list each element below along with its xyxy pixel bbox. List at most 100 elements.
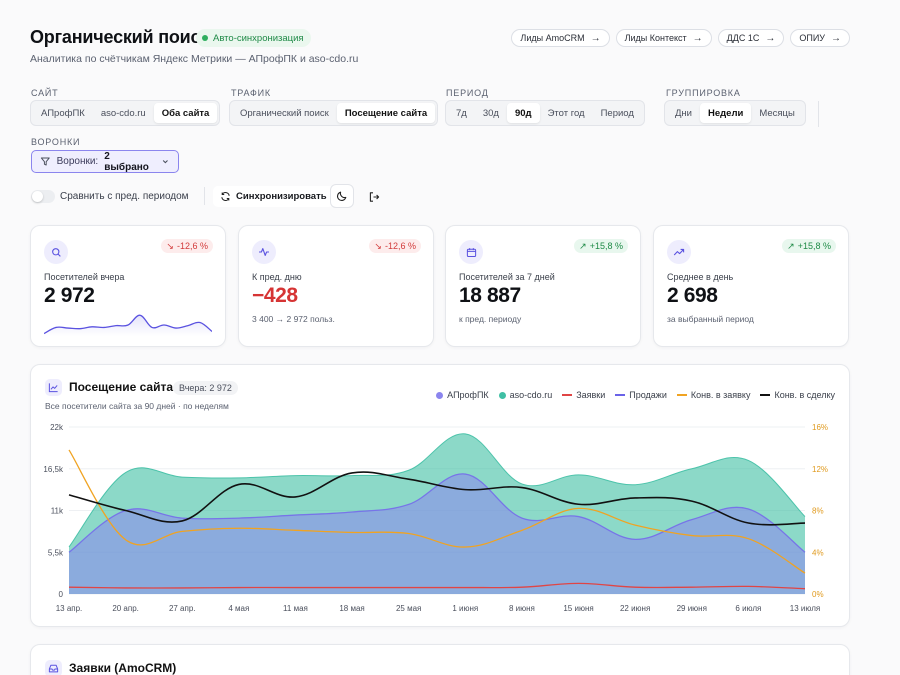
delta-badge: ↗ +15,8 % (574, 239, 628, 253)
period-option-90d[interactable]: 90д (506, 103, 540, 123)
refresh-icon (221, 192, 230, 201)
link-opiu[interactable]: ОПИУ → (790, 29, 850, 47)
sparkline-line (44, 314, 212, 335)
delta-badge: ↗ +15,8 % (782, 239, 836, 253)
logout-button[interactable] (366, 189, 382, 205)
grouping-option-weeks[interactable]: Недели (700, 103, 752, 123)
series-line-Конв. в сделку (68, 471, 806, 526)
kpi-card-avg-per-day: ↗ +15,8 % Среднее в день 2 698 за выбранн… (653, 225, 849, 347)
chart-line-icon (45, 379, 62, 396)
site-filter: АПрофПК aso-cdo.ru Оба сайта (30, 100, 221, 126)
arrow-down-right-icon: ↘ (166, 240, 174, 251)
link-label: Лиды Контекст (624, 33, 687, 43)
chart-subtitle: Все посетители сайта за 90 дней · по нед… (45, 401, 229, 411)
grouping-filter: Дни Недели Месяцы (664, 100, 806, 126)
top-links: Лиды AmoCRM → Лиды Контекст → ДДС 1С → ОПИУ… (511, 29, 850, 47)
site-option-aprofpk[interactable]: АПрофПК (41, 107, 85, 119)
series-area-outline (68, 433, 806, 548)
delta-value: +15,8 % (797, 241, 831, 251)
chart-title: Посещение сайта (69, 380, 173, 394)
link-leads-amocrm[interactable]: Лиды AmoCRM → (511, 29, 610, 47)
traffic-option-visits[interactable]: Посещение сайта (336, 103, 436, 123)
period-option-this-year[interactable]: Этот год (547, 107, 585, 119)
kpi-value: 18 887 (459, 284, 521, 307)
x-tick-label: 25 мая (396, 604, 421, 613)
x-tick-label: 20 апр. (112, 604, 139, 613)
legend-item[interactable]: Конв. в сделку (760, 390, 835, 400)
traffic-filter: Органический поиск Посещение сайта (229, 100, 439, 126)
legend-label: aso-cdo.ru (509, 390, 553, 400)
grouping-option-months[interactable]: Месяцы (759, 107, 795, 119)
chevron-down-icon (163, 160, 169, 164)
site-option-aso-cdo[interactable]: aso-cdo.ru (100, 107, 146, 119)
auto-sync-label: Авто-синхронизация (213, 32, 304, 44)
arrow-right-icon: → (831, 32, 841, 44)
calendar-icon (459, 240, 483, 264)
link-label: ОПИУ (799, 33, 825, 43)
delta-value: +15,8 % (589, 241, 623, 251)
x-tick-label: 29 июня (677, 604, 707, 613)
legend-swatch (615, 394, 626, 396)
legend-label: Конв. в заявку (690, 390, 751, 400)
arrow-down-right-icon: ↘ (374, 240, 382, 251)
link-label: ДДС 1С (726, 33, 760, 43)
logout-icon (369, 192, 380, 202)
series-line-Конв. в заявку (68, 449, 806, 574)
x-tick-label: 27 апр. (169, 604, 196, 613)
legend-swatch (436, 391, 444, 399)
series-line-Продажи (68, 473, 806, 553)
x-tick-label: 15 июня (563, 604, 593, 613)
grouping-option-days[interactable]: Дни (675, 107, 692, 119)
legend-item[interactable]: Заявки (562, 390, 605, 400)
yesterday-badge: Вчера: 2 972 (173, 381, 238, 395)
theme-toggle-button[interactable] (330, 184, 354, 208)
legend-swatch (498, 391, 506, 399)
site-filter-label: Сайт (31, 88, 59, 98)
site-option-both[interactable]: Оба сайта (153, 103, 218, 123)
kpi-label: К пред. дню (252, 272, 302, 282)
page-subtitle: Аналитика по счётчикам Яндекс Метрики — … (30, 53, 359, 65)
arrow-up-right-icon: ↗ (787, 240, 795, 251)
compare-label: Сравнить с пред. периодом (60, 191, 189, 202)
delta-value: -12,6 % (176, 241, 208, 251)
site-visits-chart-card: Посещение сайта Вчера: 2 972 Все посетит… (30, 364, 850, 627)
arrow-right-icon: → (590, 32, 601, 44)
sync-button[interactable]: Синхронизировать (213, 186, 334, 207)
x-tick-label: 4 мая (228, 604, 249, 613)
series-area-АПрофПК (69, 473, 805, 594)
x-tick-label: 18 мая (339, 604, 364, 613)
period-option-custom[interactable]: Период (600, 107, 634, 119)
funnels-prefix: Воронки: (56, 156, 99, 167)
traffic-option-organic[interactable]: Органический поиск (240, 107, 329, 119)
filter-divider (818, 101, 819, 127)
period-option-7d[interactable]: 7д (456, 107, 467, 119)
x-tick-label: 13 июля (790, 604, 820, 613)
x-tick-label: 22 июня (620, 604, 650, 613)
kpi-label: Посетителей за 7 дней (459, 272, 555, 282)
legend-item[interactable]: aso-cdo.ru (498, 390, 553, 400)
series-line-Заявки (68, 582, 806, 590)
funnels-dropdown[interactable]: Воронки: 2 выбрано (31, 150, 179, 173)
legend-item[interactable]: Конв. в заявку (676, 390, 751, 400)
x-tick-label: 8 июня (509, 604, 535, 613)
legend-item[interactable]: Продажи (615, 390, 667, 400)
arrow-up-right-icon: ↗ (579, 240, 587, 251)
site-visits-chart: 0 5,5k 11k 16,5k 22k 0% 4% 8% 12% 16% 13 апр. 20 ап… (43, 423, 828, 613)
filter-icon (40, 157, 50, 166)
link-dds-1c[interactable]: ДДС 1С → (717, 29, 785, 47)
traffic-filter-label: Трафик (231, 88, 271, 98)
auto-sync-badge: Авто-синхронизация (196, 29, 311, 47)
delta-badge: ↘ -12,6 % (369, 239, 421, 253)
kpi-sub: 3 400 → 2 972 польз. (252, 314, 335, 324)
kpi-sub: к пред. периоду (459, 314, 522, 324)
link-leads-context[interactable]: Лиды Контекст → (615, 29, 712, 47)
delta-badge: ↘ -12,6 % (161, 239, 213, 253)
arrow-right-icon: → (692, 32, 703, 44)
page-title: Органический поиск (30, 27, 210, 47)
compare-toggle[interactable] (31, 190, 55, 203)
legend-item[interactable]: АПрофПК (436, 390, 489, 400)
kpi-value: −428 (252, 284, 298, 307)
period-filter-label: Период (446, 88, 489, 98)
period-option-30d[interactable]: 30д (482, 107, 499, 119)
sparkline-chart (44, 314, 212, 336)
